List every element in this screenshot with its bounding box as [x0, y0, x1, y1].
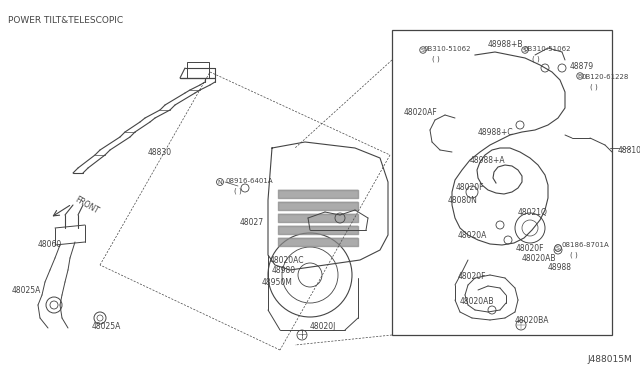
Text: 48020BA: 48020BA: [515, 316, 550, 325]
Text: 48988: 48988: [548, 263, 572, 272]
Text: 48080N: 48080N: [448, 196, 478, 205]
Text: 48830: 48830: [148, 148, 172, 157]
Text: 48020AC: 48020AC: [270, 256, 305, 265]
Text: ( ): ( ): [432, 56, 440, 62]
Text: 08186-8701A: 08186-8701A: [562, 242, 610, 248]
Text: ( ): ( ): [590, 84, 598, 90]
Text: S: S: [421, 48, 425, 52]
Text: ( ): ( ): [234, 188, 242, 195]
Text: 48988+B: 48988+B: [488, 40, 524, 49]
Text: 48020AB: 48020AB: [522, 254, 557, 263]
Text: 48025A: 48025A: [12, 286, 42, 295]
Text: 48020A: 48020A: [458, 231, 488, 240]
Text: J488015M: J488015M: [588, 355, 632, 364]
Text: B: B: [578, 74, 582, 78]
Text: N: N: [218, 180, 222, 185]
Text: 48988+C: 48988+C: [478, 128, 514, 137]
Text: 48060: 48060: [38, 240, 62, 249]
Text: 48879: 48879: [570, 62, 594, 71]
Text: S: S: [523, 48, 527, 52]
Text: ( ): ( ): [532, 56, 540, 62]
Text: 48020F: 48020F: [458, 272, 486, 281]
Text: 48980: 48980: [272, 266, 296, 275]
Text: FRONT: FRONT: [73, 195, 100, 216]
Text: 0B310-51062: 0B310-51062: [524, 46, 572, 52]
Text: 48810: 48810: [618, 146, 640, 155]
Text: 48025A: 48025A: [92, 322, 122, 331]
Text: S: S: [556, 246, 560, 250]
Text: 48950M: 48950M: [262, 278, 293, 287]
Bar: [187, 62, 209, 78]
Text: 48020AF: 48020AF: [404, 108, 438, 117]
Text: 48021Q: 48021Q: [518, 208, 548, 217]
Text: 48020F: 48020F: [516, 244, 545, 253]
Text: 0B120-61228: 0B120-61228: [582, 74, 629, 80]
Text: S: S: [556, 246, 560, 250]
Text: 48020J: 48020J: [310, 322, 337, 331]
Text: 48988+A: 48988+A: [470, 156, 506, 165]
Text: 48027: 48027: [240, 218, 264, 227]
Text: 48020AB: 48020AB: [460, 297, 495, 306]
Text: 08916-6401A: 08916-6401A: [226, 178, 274, 184]
Bar: [392, 30, 612, 335]
Text: 48020F: 48020F: [456, 183, 484, 192]
Text: POWER TILT&TELESCOPIC: POWER TILT&TELESCOPIC: [8, 16, 123, 25]
Text: 0B310-51062: 0B310-51062: [424, 46, 472, 52]
Text: ( ): ( ): [570, 252, 578, 259]
